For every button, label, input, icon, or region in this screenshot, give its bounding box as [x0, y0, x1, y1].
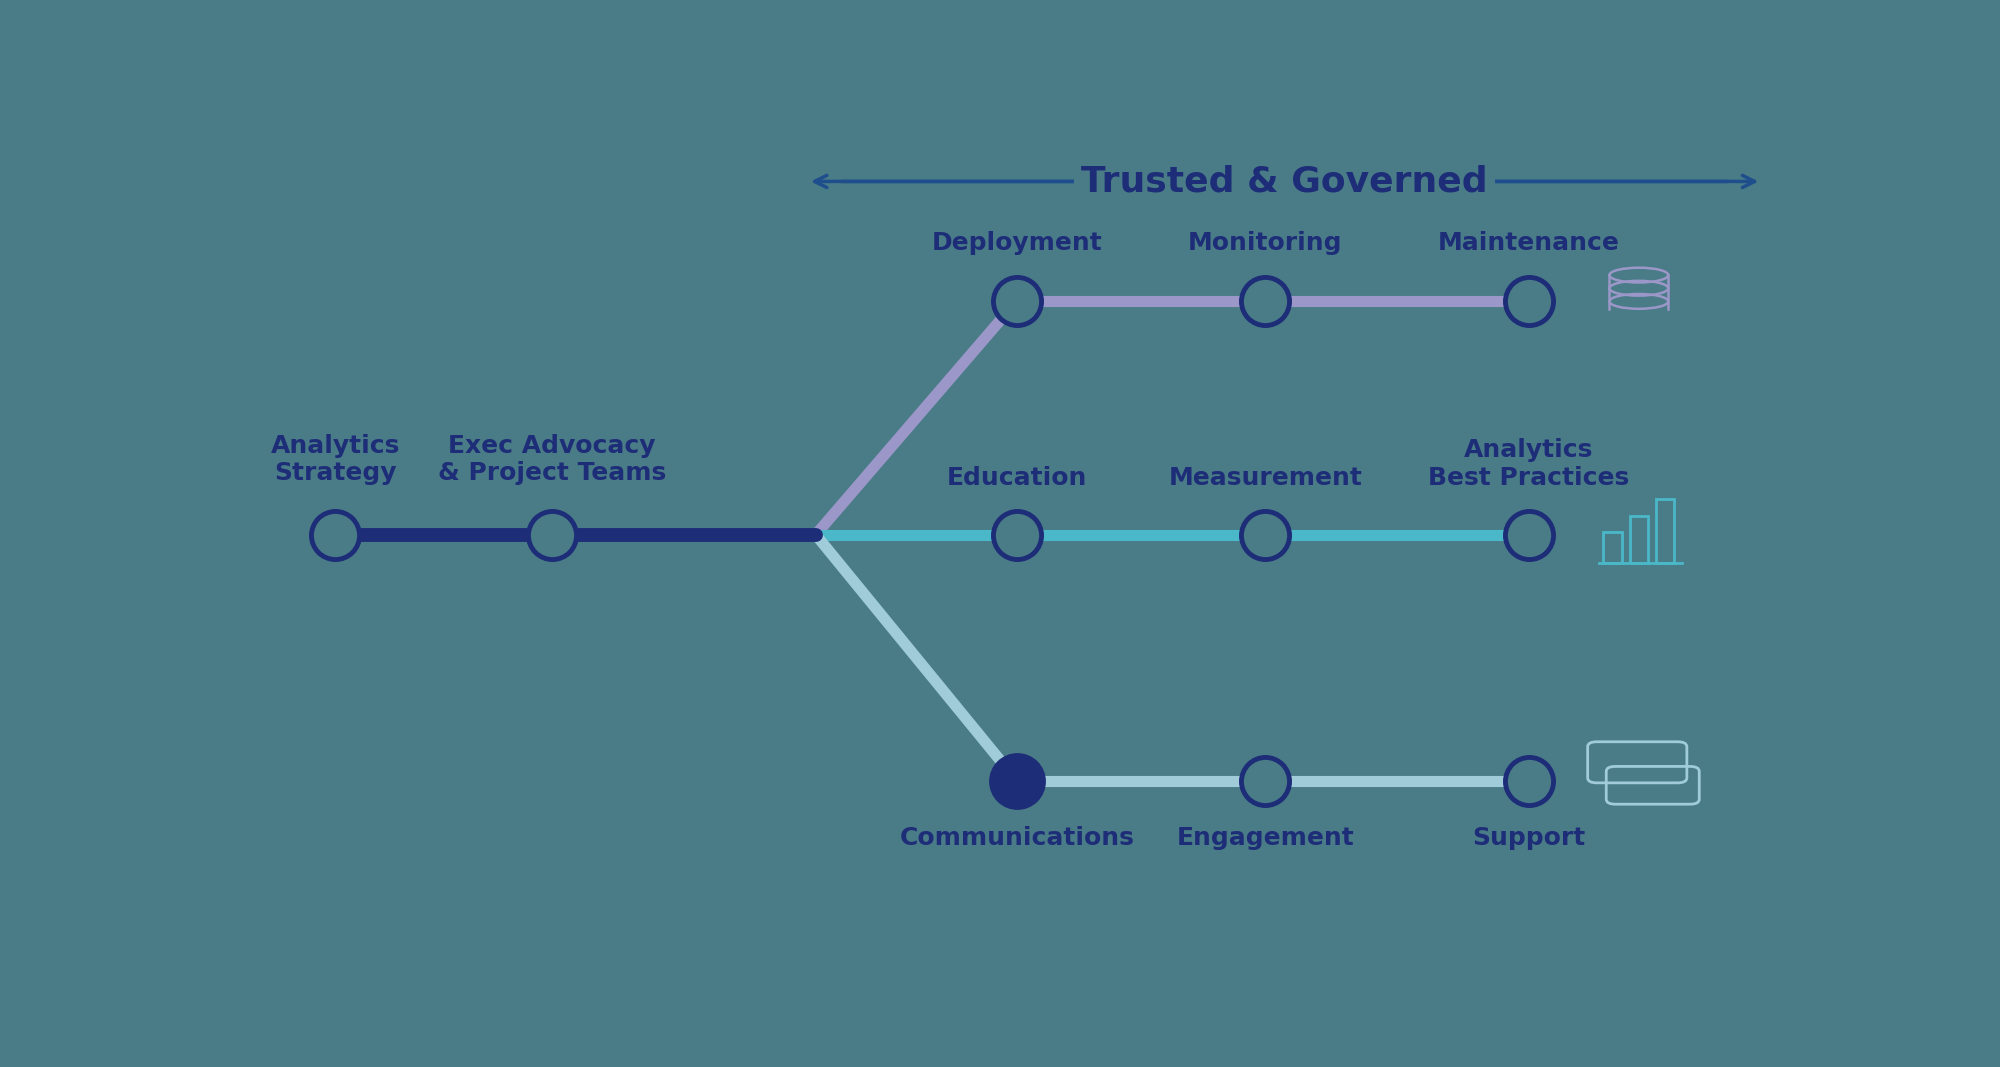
Point [1250, 292, 1282, 309]
Text: Measurement: Measurement [1168, 465, 1362, 490]
Text: Education: Education [948, 465, 1088, 490]
Text: Exec Advocacy
& Project Teams: Exec Advocacy & Project Teams [438, 433, 666, 485]
Text: Engagement: Engagement [1176, 826, 1354, 850]
Text: Analytics
Strategy: Analytics Strategy [270, 433, 400, 485]
Text: Trusted & Governed: Trusted & Governed [1082, 164, 1488, 198]
Point [1512, 526, 1544, 543]
Point [1002, 526, 1034, 543]
Point [1002, 292, 1034, 309]
Point [536, 526, 568, 543]
Point [1250, 773, 1282, 790]
Text: Deployment: Deployment [932, 232, 1102, 255]
Point [1512, 773, 1544, 790]
Point [1512, 292, 1544, 309]
Text: Communications: Communications [900, 826, 1134, 850]
Bar [1656, 499, 1674, 563]
Point [320, 526, 352, 543]
Bar [1630, 515, 1648, 563]
Point [1250, 526, 1282, 543]
Bar [1604, 532, 1622, 563]
Text: Maintenance: Maintenance [1438, 232, 1620, 255]
Text: Monitoring: Monitoring [1188, 232, 1342, 255]
Text: Analytics
Best Practices: Analytics Best Practices [1428, 437, 1630, 490]
Text: Support: Support [1472, 826, 1586, 850]
Point [1002, 773, 1034, 790]
